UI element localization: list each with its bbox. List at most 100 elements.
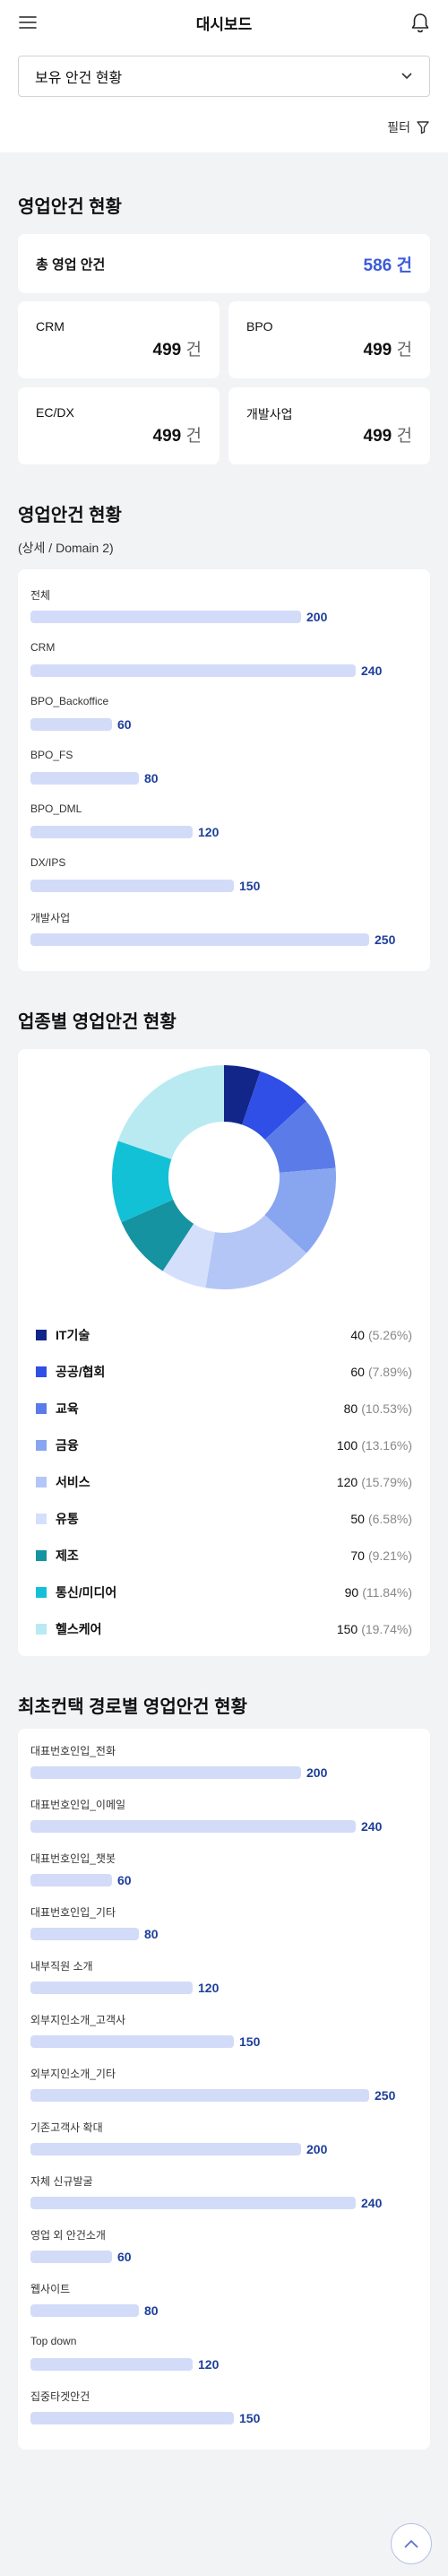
summary-card-label: EC/DX: [36, 405, 74, 420]
legend-percent: (5.26%): [367, 1327, 412, 1342]
legend-value: 100: [336, 1437, 358, 1453]
legend-label: IT기술: [56, 1327, 90, 1342]
contact-bar-label: 집중타겟안건: [30, 2390, 90, 2403]
donut-slice-3[interactable]: [264, 1167, 336, 1253]
hamburger-icon[interactable]: [16, 11, 39, 34]
total-card: 총 영업 안건 586 건: [18, 234, 430, 293]
contact-bar-label: 외부지인소개_기타: [30, 2068, 116, 2080]
contact-bar: [30, 2412, 234, 2424]
contact-bar-label: 내부직원 소개: [30, 1960, 93, 1973]
contact-bar-value: 150: [239, 2034, 261, 2049]
legend-swatch: [36, 1476, 47, 1487]
contact-bar-row: 내부직원 소개 120: [30, 1949, 412, 2003]
legend-value: 80: [343, 1401, 358, 1416]
filter-icon: [417, 121, 429, 134]
chevron-up-icon: [404, 2539, 418, 2548]
legend-label: 교육: [56, 1401, 79, 1416]
legend-value: 50: [350, 1511, 365, 1526]
summary-card-bpo: BPO 499 건: [228, 301, 430, 378]
page-title: 대시보드: [195, 15, 253, 33]
donut-slice-5[interactable]: [162, 1223, 215, 1288]
contact-bar-label: 영업 외 안건소개: [30, 2229, 106, 2242]
contact-bar-value: 250: [375, 2088, 396, 2103]
contact-bar: [30, 2251, 112, 2263]
legend-label: 공공/협회: [56, 1364, 106, 1379]
summary-card-value: 499 건: [152, 427, 202, 446]
legend-label: 제조: [56, 1548, 79, 1563]
domain-bar-label: DX/IPS: [30, 856, 66, 869]
donut-slice-4[interactable]: [205, 1214, 306, 1289]
contact-bar: [30, 1820, 356, 1833]
summary-card-label: CRM: [36, 319, 65, 334]
status-select-value: 보유 안건 현황: [35, 71, 123, 86]
donut-slice-6[interactable]: [121, 1199, 194, 1271]
legend-label: 헬스케어: [56, 1621, 102, 1636]
domain-bar: [30, 611, 301, 623]
legend-percent: (7.89%): [367, 1364, 412, 1379]
legend-swatch: [36, 1586, 47, 1598]
summary-card-value: 499 건: [363, 341, 412, 360]
total-label: 총 영업 안건: [36, 256, 106, 273]
domain-bar: [30, 880, 234, 892]
contact-bar-label: 외부지인소개_고객사: [30, 2014, 126, 2026]
contact-bar: [30, 2358, 193, 2371]
contact-bar-value: 200: [306, 1765, 328, 1780]
legend-item: 금융 100 (13.16%): [18, 1427, 430, 1463]
status-select[interactable]: 보유 안건 현황: [18, 56, 430, 97]
scroll-top-button[interactable]: [391, 2523, 432, 2564]
filter-label: 필터: [387, 120, 410, 134]
contact-bar: [30, 2035, 234, 2048]
donut-slice-8[interactable]: [117, 1065, 224, 1159]
contact-bar-row: 대표번호인입_전화 200: [30, 1734, 412, 1788]
contact-bar-label: 대표번호인입_이메일: [30, 1799, 126, 1811]
domain-bar-row: 전체 200: [30, 578, 412, 632]
legend-value: 40: [350, 1327, 365, 1342]
contact-bar-value: 80: [144, 1927, 159, 1941]
overview-title: 영업안건 현황: [18, 197, 122, 217]
legend-swatch: [36, 1329, 47, 1340]
legend-label: 금융: [56, 1437, 79, 1453]
filter-button[interactable]: 필터: [387, 118, 430, 136]
contact-bar: [30, 2304, 139, 2317]
bell-icon[interactable]: [409, 11, 432, 34]
summary-card-label: BPO: [246, 319, 273, 334]
legend-swatch: [36, 1366, 47, 1377]
legend-percent: (6.58%): [367, 1511, 412, 1526]
donut-slice-7[interactable]: [112, 1141, 174, 1223]
top-app-bar: 대시보드: [0, 0, 448, 45]
domain-bar: [30, 772, 139, 785]
domain-title: 영업안건 현황: [18, 506, 122, 525]
domain-bar-row: BPO_Backoffice 60: [30, 686, 412, 740]
contact-bar-row: 외부지인소개_고객사 150: [30, 2003, 412, 2057]
contact-bar: [30, 2089, 369, 2102]
legend-label: 유통: [56, 1511, 79, 1526]
contact-bar-value: 240: [361, 2196, 383, 2210]
contact-title: 최초컨택 경로별 영업안건 현황: [18, 1697, 247, 1717]
legend-item: IT기술 40 (5.26%): [18, 1316, 430, 1353]
industry-card: IT기술 40 (5.26%) 공공/협회 60 (7.89%) 교육 80 (10.53%) 금…: [18, 1049, 430, 1656]
domain-bar-value: 60: [117, 717, 132, 732]
legend-percent: (10.53%): [361, 1401, 412, 1416]
domain-bar-label: BPO_FS: [30, 749, 73, 761]
contact-bar-value: 240: [361, 1819, 383, 1834]
contact-bar-row: 외부지인소개_기타 250: [30, 2057, 412, 2111]
donut-slice-2[interactable]: [264, 1101, 336, 1173]
contact-bar-row: 집중타겟안건 150: [30, 2380, 412, 2433]
legend-swatch: [36, 1439, 47, 1451]
legend-percent: (9.21%): [367, 1548, 412, 1563]
domain-bar-value: 250: [375, 932, 396, 947]
domain-bar-value: 150: [239, 879, 261, 893]
domain-bar-value: 120: [198, 825, 220, 839]
contact-bar-value: 200: [306, 2142, 328, 2156]
summary-cards: CRM 499 건 BPO 499 건 EC/DX 499 건 개발사업 499…: [18, 301, 430, 464]
total-value: 586 건: [363, 256, 412, 275]
domain-bar-row: BPO_FS 80: [30, 740, 412, 794]
donut-slice-1[interactable]: [242, 1071, 306, 1141]
legend-item: 제조 70 (9.21%): [18, 1537, 430, 1574]
legend-item: 공공/협회 60 (7.89%): [18, 1353, 430, 1390]
contact-bar-row: 영업 외 안건소개 60: [30, 2218, 412, 2272]
contact-bar: [30, 2197, 356, 2209]
contact-bar-chart: 대표번호인입_전화 200 대표번호인입_이메일 240 대표번호인입_챗봇 60 대표번호…: [18, 1729, 430, 2450]
donut-slice-0[interactable]: [224, 1065, 261, 1125]
contact-bar-label: 자체 신규발굴: [30, 2175, 93, 2188]
